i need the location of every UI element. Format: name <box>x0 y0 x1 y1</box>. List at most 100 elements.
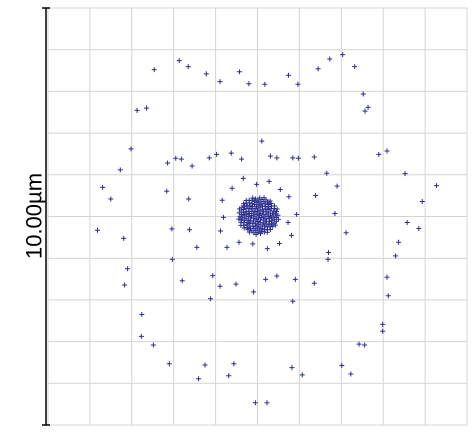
spot-point-ring-1 <box>327 56 333 62</box>
spot-point-core <box>265 206 271 212</box>
spot-point-ring-1 <box>380 321 386 327</box>
spot-point-ring-2 <box>311 280 317 286</box>
spot-point-ring-2 <box>267 153 273 159</box>
plot-grid <box>47 7 468 426</box>
spot-point-ring-1 <box>362 342 368 348</box>
spot-point-ring-3 <box>218 228 224 234</box>
spot-point-ring-2 <box>228 150 234 156</box>
spot-point-core <box>274 209 280 215</box>
spot-point-core <box>237 214 243 220</box>
spot-point-core <box>265 202 271 208</box>
spot-point-ring-1 <box>352 64 358 70</box>
spot-point-ring-2 <box>290 298 296 304</box>
spot-point-ring-2 <box>311 154 317 160</box>
spot-point-ring-2 <box>263 276 269 282</box>
spot-point-core <box>261 195 267 201</box>
spot-point-ring-3 <box>264 246 270 252</box>
spot-point-ring-2 <box>214 151 220 157</box>
spot-point-ring-2 <box>332 211 338 217</box>
spot-point-core <box>254 209 260 215</box>
spot-point-ring-1 <box>185 64 191 70</box>
spot-point-ring-1 <box>231 361 237 367</box>
spot-point-core <box>253 196 259 202</box>
spot-point-core <box>271 208 277 214</box>
spot-point-core <box>241 225 247 231</box>
spot-point-ring-1 <box>264 400 270 406</box>
spot-point-ring-2 <box>217 283 223 289</box>
spot-point-ring-2 <box>165 160 171 166</box>
spot-point-ring-2 <box>239 156 245 162</box>
spot-point-ring-2 <box>233 281 239 287</box>
spot-point-core <box>267 198 273 204</box>
spot-point-core <box>247 211 253 217</box>
spot-point-core <box>274 206 280 212</box>
spot-point-core <box>242 203 248 209</box>
spot-point-ring-1 <box>360 91 366 97</box>
spot-point-core <box>259 215 265 221</box>
spot-point-ring-1 <box>134 107 140 113</box>
spot-point-ring-3 <box>219 197 225 203</box>
spot-point-ring-1 <box>176 58 182 64</box>
spot-point-ring-1 <box>348 371 354 377</box>
spot-point-ring-1 <box>315 66 321 72</box>
spot-point-ring-1 <box>151 67 157 73</box>
spot-point-core <box>238 222 244 228</box>
spot-point-ring-1 <box>285 72 291 78</box>
spot-point-ring-1 <box>100 184 106 190</box>
spot-point-ring-2 <box>169 226 175 232</box>
spot-point-ring-1 <box>117 167 123 173</box>
spot-point-ring-1 <box>196 376 202 382</box>
spot-point-ring-3 <box>277 187 283 193</box>
spot-point-core <box>253 231 259 237</box>
spot-point-ring-2 <box>290 155 296 161</box>
spot-point-core <box>241 201 247 207</box>
spot-point-ring-1 <box>299 372 305 378</box>
spot-point-ring-3 <box>221 214 227 220</box>
spot-point-ring-2 <box>295 155 301 161</box>
scale-bar: 10.00µm <box>22 7 50 426</box>
spot-point-ring-1 <box>202 362 208 368</box>
spot-point-core <box>252 198 258 204</box>
spot-point-ring-1 <box>150 342 156 348</box>
spot-point-ring-1 <box>402 171 408 177</box>
spot-point-core <box>249 206 255 212</box>
spot-point-ring-1 <box>138 333 144 339</box>
spot-point-ring-1 <box>356 341 362 347</box>
spot-point-ring-2 <box>206 155 212 161</box>
scale-bar-label: 10.00µm <box>22 173 47 259</box>
spot-point-ring-1 <box>396 239 402 245</box>
spot-point-ring-2 <box>210 273 216 279</box>
spot-point-core <box>272 222 278 228</box>
spot-point-ring-2 <box>169 256 175 262</box>
spot-point-core <box>237 206 243 212</box>
spot-point-ring-3 <box>286 194 292 200</box>
spot-point-ring-3 <box>229 185 235 191</box>
spot-point-ring-1 <box>246 81 252 87</box>
spot-point-ring-3 <box>266 178 272 184</box>
spot-point-ring-2 <box>194 244 200 250</box>
spot-point-core <box>271 203 277 209</box>
spot-point-core <box>243 197 249 203</box>
spot-point-ring-3 <box>250 241 256 247</box>
spot-point-ring-1 <box>217 79 223 85</box>
spot-point-ring-1 <box>289 365 295 371</box>
spot-point-core <box>244 203 250 209</box>
spot-point-ring-1 <box>393 253 399 259</box>
spot-point-ring-3 <box>276 240 282 246</box>
spot-point-ring-1 <box>108 196 114 202</box>
spot-point-ring-1 <box>226 373 232 379</box>
spot-point-ring-1 <box>262 81 268 87</box>
spot-point-ring-2 <box>251 289 257 295</box>
spot-point-ring-2 <box>292 276 298 282</box>
spot-point-ring-3 <box>288 232 294 238</box>
spot-point-ring-1 <box>128 146 134 152</box>
spot-point-core <box>250 195 256 201</box>
spot-point-ring-2 <box>208 296 214 302</box>
spot-point-core <box>259 228 265 234</box>
spot-point-ring-3 <box>236 239 242 245</box>
spot-point-ring-1 <box>365 104 371 110</box>
spot-points <box>94 52 439 406</box>
spot-point-ring-2 <box>189 163 195 169</box>
spot-point-ring-2 <box>324 170 330 176</box>
